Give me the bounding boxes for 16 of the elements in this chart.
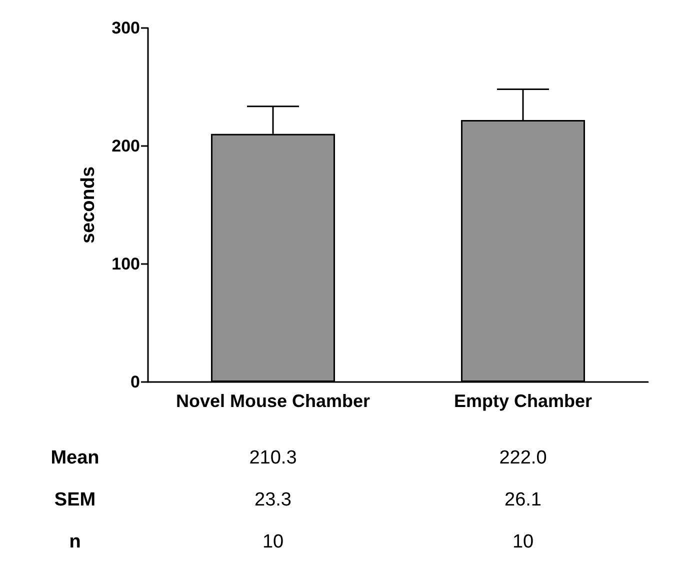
y-tick-label: 100 [112, 254, 140, 274]
text: 10 [512, 532, 534, 552]
text: 10 [262, 532, 284, 552]
text: SEM [54, 490, 96, 510]
y-tick-label: 300 [112, 18, 140, 38]
y-tick-label: 0 [130, 372, 140, 392]
y-axis-title: seconds [78, 166, 99, 244]
data-label: 222.0 [499, 448, 547, 468]
text: 23.3 [254, 490, 292, 510]
text: n [69, 532, 81, 552]
data-label: 210.3 [249, 448, 297, 468]
text: Mean [50, 448, 100, 468]
x-tick-label: Empty Chamber [454, 391, 592, 411]
y-tick-label: 200 [112, 136, 140, 156]
x-tick-label: Novel Mouse Chamber [176, 391, 370, 411]
text: 26.1 [504, 490, 542, 510]
